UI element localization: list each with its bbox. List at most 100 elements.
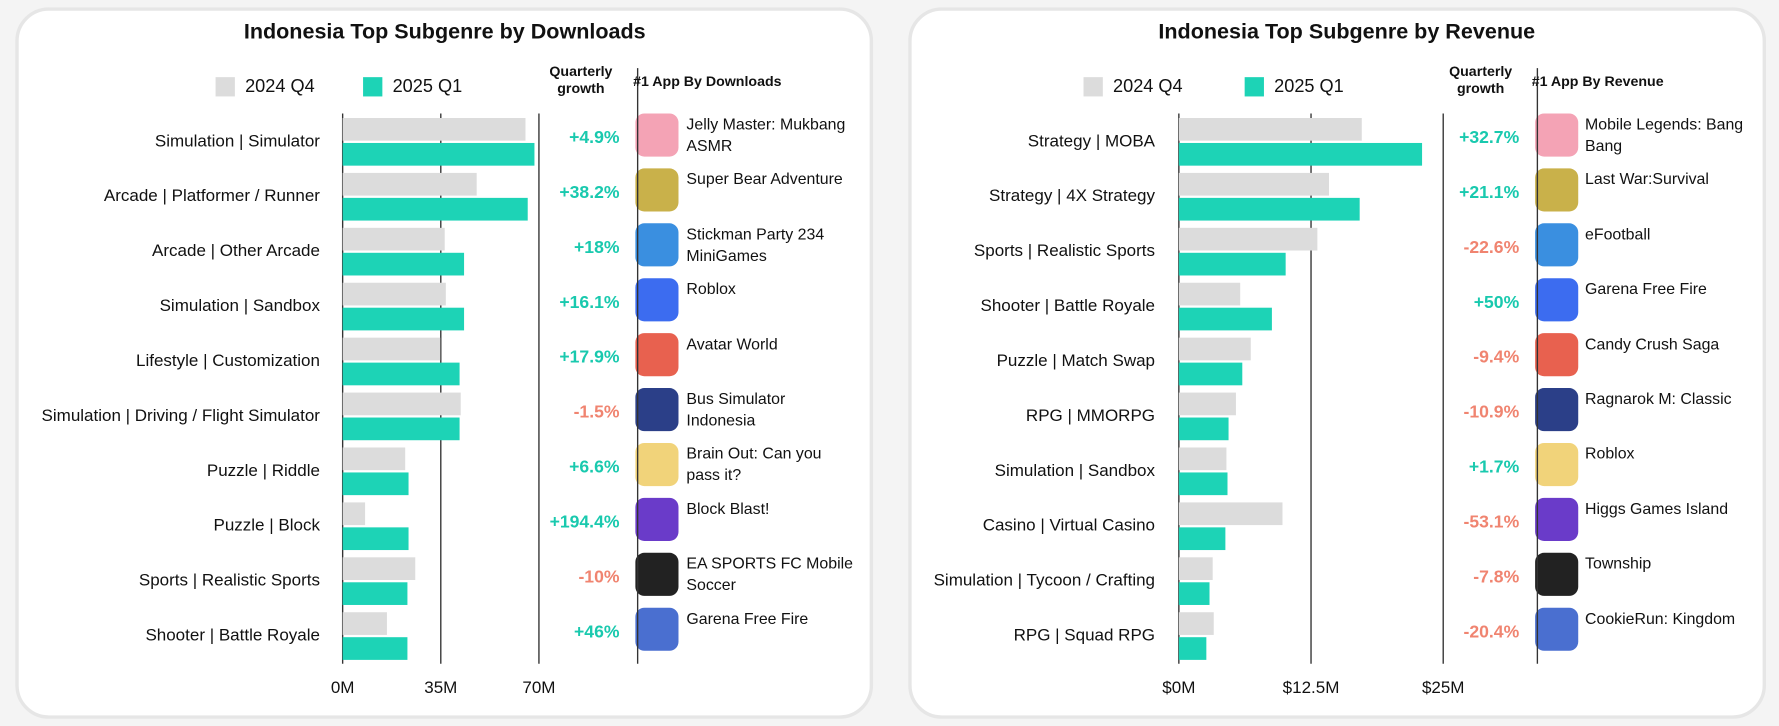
app-name: Roblox	[686, 279, 736, 298]
category-label: Arcade | Other Arcade	[152, 241, 320, 260]
bar	[1178, 392, 1236, 416]
app-icon	[1535, 607, 1579, 651]
app-name: Garena Free Fire	[686, 608, 809, 627]
app-name: Jelly Master: Mukbang ASMR	[686, 114, 846, 155]
chart-title: Indonesia Top Subgenre by Revenue	[1158, 19, 1535, 44]
category-label: RPG | Squad RPG	[1014, 626, 1155, 645]
app-name: Candy Crush Saga	[1585, 334, 1720, 353]
app-name: EA SPORTS FC Mobile Soccer	[686, 553, 853, 594]
category-label: Strategy | MOBA	[1028, 131, 1156, 150]
category-label: Simulation | Simulator	[155, 131, 320, 150]
category-label: Sports | Realistic Sports	[139, 571, 320, 590]
app-icon	[635, 552, 679, 596]
bar	[1178, 637, 1207, 660]
legend-label: 2024 Q4	[1113, 76, 1183, 96]
category-label: Shooter | Battle Royale	[145, 626, 320, 645]
bar	[1178, 197, 1360, 221]
app-name: Stickman Party 234 MiniGames	[686, 224, 825, 265]
bar	[342, 502, 366, 526]
category-label: Casino | Virtual Casino	[983, 516, 1155, 535]
bar	[1178, 472, 1228, 496]
bar	[1178, 282, 1241, 306]
app-icon	[635, 607, 679, 651]
bar	[342, 117, 526, 141]
growth-label: -10%	[578, 566, 619, 586]
x-tick-label: $0M	[1162, 678, 1195, 697]
bar	[342, 472, 409, 496]
growth-label: -10.9%	[1464, 402, 1520, 422]
bar	[1178, 252, 1286, 276]
app-icon	[1535, 442, 1579, 487]
bar	[1178, 142, 1423, 166]
bar	[1178, 612, 1214, 635]
growth-label: +194.4%	[550, 511, 620, 531]
bar	[1178, 117, 1362, 141]
growth-header: Quarterly growth	[1449, 63, 1513, 97]
x-tick-label: $12.5M	[1283, 678, 1340, 697]
bar	[342, 392, 461, 416]
category-label: Lifestyle | Customization	[136, 351, 320, 370]
app-icon	[635, 388, 679, 432]
x-tick-label: 35M	[424, 678, 457, 697]
category-label: Simulation | Sandbox	[995, 461, 1156, 480]
bar	[342, 197, 528, 221]
app-name: Brain Out: Can you pass it?	[686, 444, 822, 484]
category-label: Shooter | Battle Royale	[981, 296, 1156, 315]
bar	[342, 612, 387, 635]
app-name: Roblox	[1585, 444, 1635, 463]
app-name: Block Blast!	[686, 498, 770, 518]
x-tick-label: 70M	[522, 678, 555, 697]
category-label: Sports | Realistic Sports	[974, 241, 1155, 260]
bar	[1178, 337, 1251, 361]
app-icon	[1535, 113, 1579, 157]
app-name: Last War:Survival	[1585, 169, 1709, 188]
legend-label: 2025 Q1	[1274, 76, 1344, 96]
app-name: Super Bear Adventure	[686, 169, 843, 188]
app-name: Mobile Legends: Bang Bang	[1585, 114, 1744, 155]
bar	[342, 172, 477, 196]
bar	[342, 582, 408, 605]
bar	[342, 417, 460, 441]
app-header: #1 App By Revenue	[1531, 73, 1664, 90]
bar	[342, 527, 409, 551]
growth-label: +16.1%	[559, 292, 619, 312]
category-label: Simulation | Tycoon / Crafting	[934, 571, 1155, 590]
category-label: Puzzle | Match Swap	[997, 351, 1155, 370]
bar	[342, 142, 535, 166]
legend-swatch	[215, 77, 235, 97]
x-tick-label: $25M	[1422, 678, 1465, 697]
app-icon	[635, 442, 679, 487]
bar	[342, 362, 460, 386]
growth-label: +6.6%	[569, 457, 620, 477]
legend-label: 2024 Q4	[245, 76, 315, 96]
bar	[1178, 227, 1318, 251]
growth-label: +17.9%	[559, 347, 619, 367]
category-label: Puzzle | Block	[213, 516, 320, 535]
bar	[1178, 502, 1283, 526]
app-name: CookieRun: Kingdom	[1585, 608, 1736, 627]
bar	[342, 637, 408, 660]
growth-label: -1.5%	[574, 402, 620, 422]
growth-label: +18%	[574, 237, 620, 257]
app-name: eFootball	[1585, 224, 1651, 243]
growth-label: +21.1%	[1459, 182, 1519, 202]
app-icon	[635, 333, 679, 377]
legend-swatch	[1083, 77, 1103, 97]
bar	[1178, 582, 1210, 605]
growth-label: +1.7%	[1469, 457, 1520, 477]
growth-label: +50%	[1474, 292, 1520, 312]
growth-label: +4.9%	[569, 127, 620, 147]
app-icon	[1535, 278, 1579, 322]
app-icon	[635, 223, 679, 267]
app-icon	[635, 168, 679, 212]
bar	[342, 282, 446, 306]
app-icon	[635, 113, 679, 157]
app-name: Garena Free Fire	[1585, 279, 1707, 298]
legend-swatch	[363, 77, 383, 97]
app-name: Ragnarok M: Classic	[1585, 389, 1732, 408]
growth-label: -22.6%	[1464, 237, 1520, 257]
category-label: Puzzle | Riddle	[207, 461, 320, 480]
app-icon	[1535, 497, 1579, 541]
